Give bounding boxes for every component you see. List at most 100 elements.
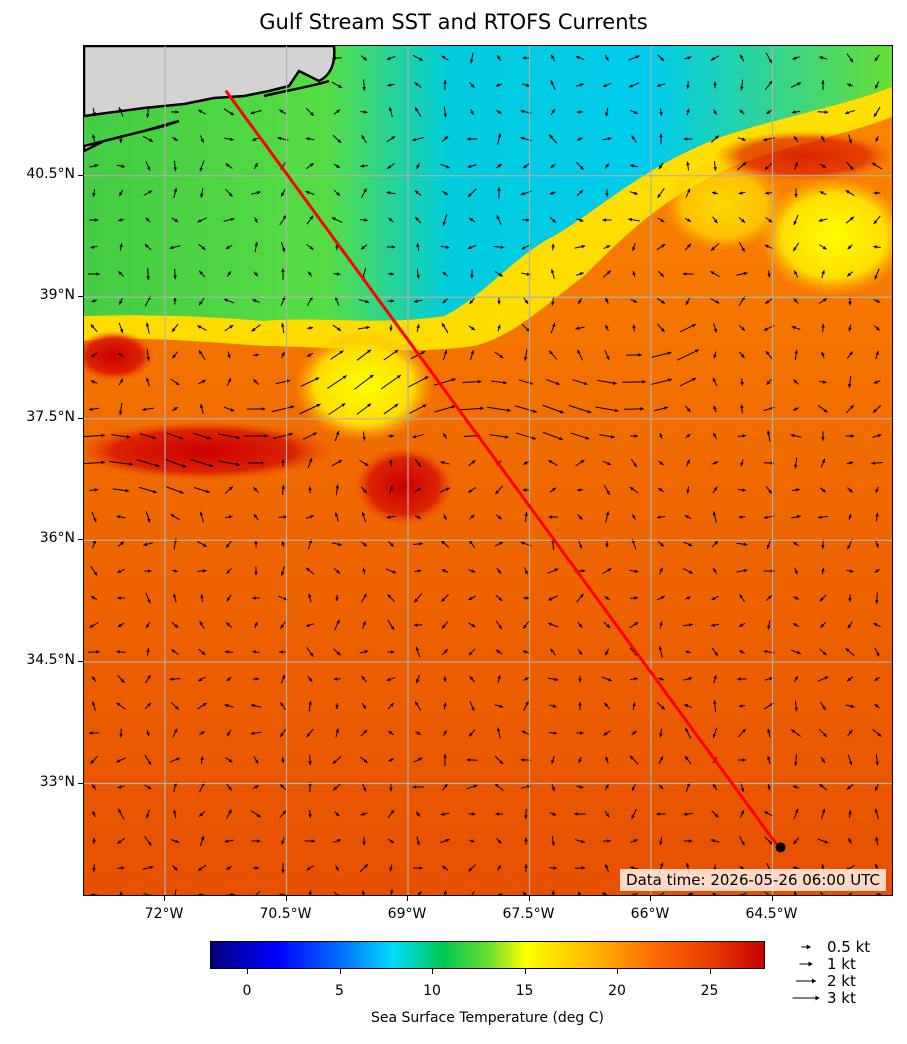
current-arrowhead bbox=[685, 862, 690, 867]
current-arrowhead bbox=[498, 625, 502, 630]
current-arrowhead bbox=[442, 221, 446, 226]
current-arrowhead bbox=[500, 245, 505, 249]
current-arrowhead bbox=[339, 350, 344, 355]
current-arrowhead bbox=[793, 221, 797, 226]
current-arrowhead bbox=[443, 890, 447, 895]
current-arrowhead bbox=[607, 137, 612, 141]
current-arrowhead bbox=[796, 515, 801, 519]
colorbar-tick bbox=[339, 969, 341, 974]
lat-tick bbox=[78, 417, 83, 419]
current-arrowhead bbox=[198, 893, 203, 895]
current-arrowhead bbox=[236, 435, 240, 440]
current-arrowhead bbox=[364, 650, 369, 654]
current-arrowhead bbox=[525, 701, 529, 706]
current-arrowhead bbox=[605, 864, 609, 869]
current-arrowhead bbox=[199, 404, 204, 409]
current-arrowhead bbox=[739, 109, 744, 114]
current-arrowhead bbox=[713, 432, 717, 437]
current-arrowhead bbox=[797, 82, 802, 86]
current-arrowhead bbox=[737, 677, 741, 681]
current-arrowhead bbox=[175, 381, 180, 386]
current-arrowhead bbox=[200, 756, 204, 761]
current-arrowhead bbox=[142, 407, 146, 412]
current-arrowhead bbox=[792, 866, 797, 870]
current-arrowhead bbox=[741, 137, 746, 141]
current-arrowhead bbox=[467, 245, 472, 249]
current-arrowhead bbox=[499, 704, 504, 708]
current-arrowhead bbox=[873, 623, 878, 627]
current-arrow bbox=[660, 892, 665, 895]
current-arrowhead bbox=[605, 56, 609, 61]
current-arrowhead bbox=[524, 864, 528, 868]
current-arrowhead bbox=[390, 272, 395, 276]
current-arrowhead bbox=[118, 271, 123, 276]
current-arrowhead bbox=[845, 110, 849, 115]
current-arrowhead bbox=[847, 624, 852, 629]
current-arrowhead bbox=[656, 812, 660, 816]
current-arrowhead bbox=[169, 677, 174, 681]
current-arrowhead bbox=[522, 488, 527, 492]
current-arrowhead bbox=[119, 192, 123, 197]
current-arrowhead bbox=[606, 461, 611, 465]
current-arrowhead bbox=[688, 677, 693, 681]
current-arrowhead bbox=[873, 408, 877, 413]
current-arrowhead bbox=[710, 56, 715, 61]
current-arrowhead bbox=[575, 56, 580, 60]
current-arrow bbox=[649, 378, 673, 386]
current-arrowhead bbox=[416, 515, 421, 519]
current-arrowhead bbox=[254, 162, 258, 167]
current-arrowhead bbox=[848, 301, 852, 306]
current-arrowhead bbox=[686, 161, 690, 166]
current-arrowhead bbox=[874, 57, 879, 62]
current-arrowhead bbox=[333, 677, 338, 681]
current-arrow bbox=[84, 434, 106, 438]
current-arrowhead bbox=[467, 164, 472, 168]
current-arrowhead bbox=[290, 405, 295, 409]
map-panel[interactable]: Data time: 2026-05-26 06:00 UTC bbox=[83, 45, 893, 896]
current-arrowhead bbox=[336, 839, 341, 843]
gridlines bbox=[84, 46, 892, 895]
current-arrowhead bbox=[363, 489, 367, 494]
current-arrowhead bbox=[579, 785, 584, 789]
current-arrowhead bbox=[361, 676, 366, 680]
current-arrowhead bbox=[633, 839, 638, 843]
current-arrowhead bbox=[765, 300, 770, 304]
current-arrowhead bbox=[386, 515, 391, 519]
current-arrowhead bbox=[362, 705, 366, 710]
current-arrowhead bbox=[279, 109, 284, 114]
current-arrowhead bbox=[281, 247, 286, 252]
current-arrowhead bbox=[875, 652, 880, 657]
current-arrow bbox=[143, 892, 150, 895]
current-arrowhead bbox=[417, 569, 422, 573]
colorbar-tick-label: 10 bbox=[423, 983, 441, 999]
current-arrowhead bbox=[228, 515, 233, 519]
current-arrowhead bbox=[633, 191, 638, 195]
current-arrowhead bbox=[848, 514, 852, 519]
current-arrowhead bbox=[875, 512, 879, 517]
current-arrowhead bbox=[578, 701, 582, 706]
current-arrowhead bbox=[875, 863, 879, 868]
current-arrowhead bbox=[768, 218, 773, 223]
current-arrowhead bbox=[763, 649, 768, 654]
current-arrowhead bbox=[714, 540, 718, 545]
current-arrowhead bbox=[632, 893, 634, 895]
current-arrowhead bbox=[742, 434, 747, 438]
current-arrow bbox=[471, 890, 475, 895]
current-arrowhead bbox=[580, 839, 585, 844]
current-arrowhead bbox=[553, 731, 558, 735]
current-arrowhead bbox=[468, 489, 473, 493]
current-arrowhead bbox=[363, 593, 367, 598]
current-arrowhead bbox=[416, 812, 420, 817]
current-arrowhead bbox=[174, 705, 179, 710]
current-arrowhead bbox=[89, 624, 94, 628]
current-arrowhead bbox=[119, 139, 123, 144]
current-arrowhead bbox=[740, 54, 744, 59]
current-arrowhead bbox=[362, 787, 367, 792]
current-arrow bbox=[136, 459, 160, 467]
current-arrowhead bbox=[688, 542, 693, 547]
current-arrowhead bbox=[766, 430, 771, 435]
current-arrowhead bbox=[688, 839, 693, 843]
current-arrowhead bbox=[305, 190, 310, 195]
current-arrowhead bbox=[767, 273, 771, 278]
current-arrowhead bbox=[664, 406, 668, 410]
